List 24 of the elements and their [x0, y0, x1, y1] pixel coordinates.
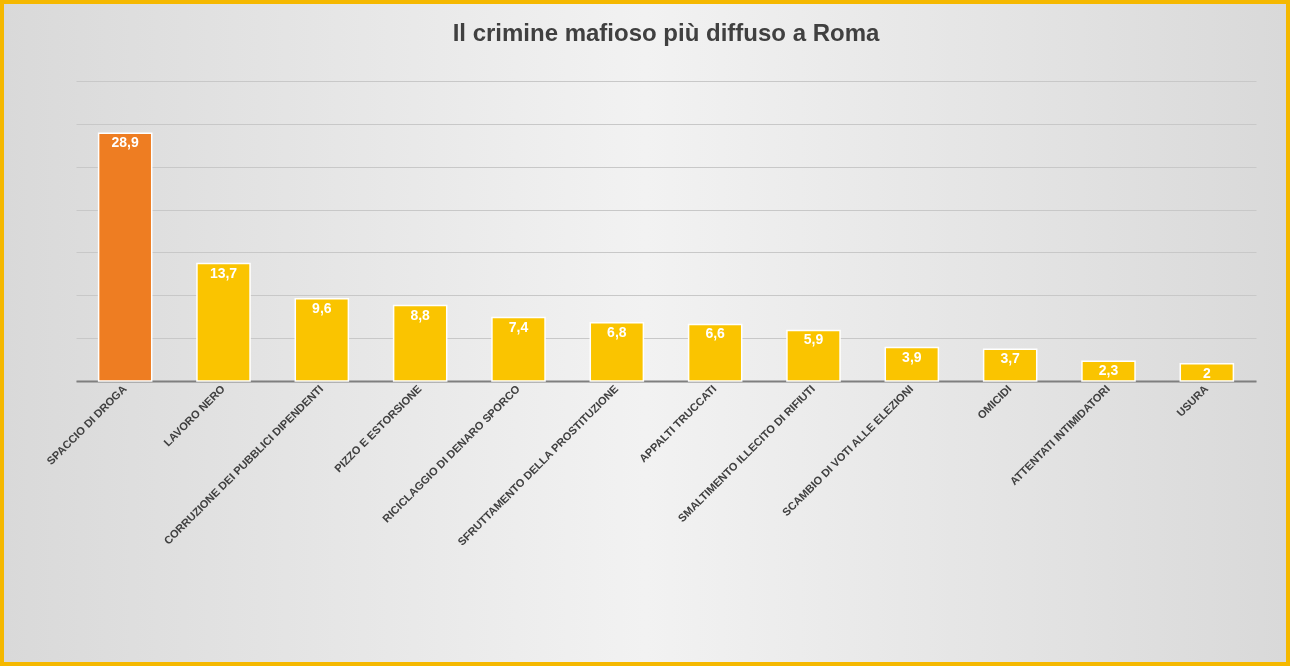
- bar: [97, 132, 153, 382]
- data-label: 2: [1202, 364, 1211, 381]
- data-label: 6,8: [607, 323, 627, 340]
- bar: [786, 329, 841, 382]
- data-label: 28,9: [111, 134, 139, 151]
- bar: [982, 348, 1038, 382]
- data-label: 13,7: [209, 264, 238, 281]
- data-label: 2,3: [1098, 362, 1119, 379]
- data-label: 3,9: [902, 348, 922, 365]
- bar: [884, 346, 940, 382]
- bar: [491, 316, 546, 382]
- data-label: 5,9: [803, 331, 824, 348]
- bar: [196, 262, 251, 382]
- bar: [1179, 363, 1235, 382]
- bar: [687, 323, 743, 382]
- data-label: 7,4: [508, 318, 529, 335]
- bar: [294, 297, 350, 382]
- bar: [392, 304, 448, 382]
- data-label: 6,6: [705, 325, 726, 342]
- data-label: 9,6: [312, 299, 332, 316]
- bar: [589, 321, 645, 382]
- data-label: 8,8: [410, 306, 431, 323]
- data-label: 3,7: [1000, 350, 1021, 367]
- chart-title: Il crimine mafioso più diffuso a Roma: [452, 19, 881, 46]
